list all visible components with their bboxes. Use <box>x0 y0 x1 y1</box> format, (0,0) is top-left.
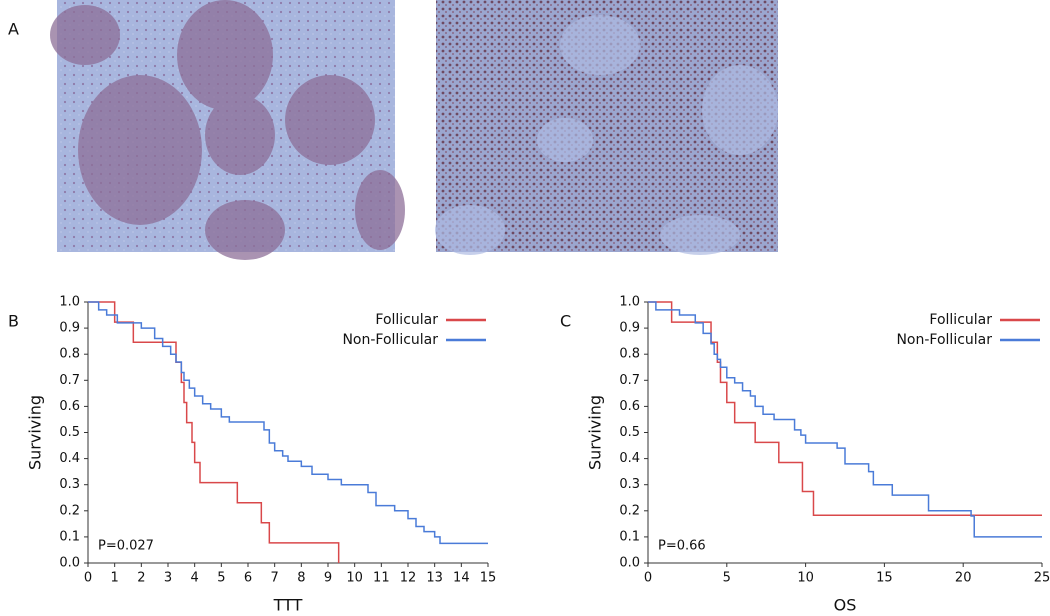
x-tick-label: 8 <box>297 571 305 586</box>
y-tick-label: 0.4 <box>619 451 640 466</box>
x-tick-label: 2 <box>137 571 145 586</box>
x-tick-label: 5 <box>723 571 731 586</box>
x-tick-label: 1 <box>111 571 119 586</box>
survival-curve <box>88 301 340 563</box>
x-tick-label: 5 <box>217 571 225 586</box>
y-axis-label: Surviving <box>26 395 45 470</box>
y-tick-label: 1.0 <box>619 295 640 310</box>
legend-label: Follicular <box>375 312 438 328</box>
annotation: P=0.66 <box>658 539 706 554</box>
y-tick-label: 0.3 <box>59 477 80 492</box>
x-tick-label: 14 <box>453 571 470 586</box>
x-axis-label: TTT <box>273 596 303 615</box>
x-tick-label: 0 <box>644 571 652 586</box>
y-tick-label: 0.0 <box>59 556 80 571</box>
panel-label: B <box>8 312 19 331</box>
x-tick-label: 13 <box>426 571 443 586</box>
y-tick-label: 0.3 <box>619 477 640 492</box>
panel-label: A <box>8 20 19 39</box>
y-tick-label: 0.2 <box>59 503 80 518</box>
y-tick-label: 0.4 <box>59 451 80 466</box>
legend-label: Follicular <box>929 312 992 328</box>
y-tick-label: 0.7 <box>59 373 80 388</box>
x-tick-label: 20 <box>955 571 972 586</box>
y-tick-label: 0.5 <box>59 425 80 440</box>
y-tick-label: 1.0 <box>59 295 80 310</box>
survival-curve <box>648 301 1042 538</box>
x-tick-label: 15 <box>480 571 497 586</box>
x-tick-label: 4 <box>191 571 199 586</box>
y-tick-label: 0.8 <box>59 347 80 362</box>
x-tick-label: 25 <box>1034 571 1050 586</box>
y-tick-label: 0.9 <box>619 321 640 336</box>
x-axis-label: OS <box>834 596 857 615</box>
x-tick-label: 11 <box>373 571 390 586</box>
micrograph-right <box>435 0 778 255</box>
x-tick-label: 9 <box>324 571 332 586</box>
y-tick-label: 0.6 <box>59 399 80 414</box>
survival-curve <box>88 301 488 545</box>
y-axis-label: Surviving <box>586 395 605 470</box>
y-tick-label: 0.1 <box>59 529 80 544</box>
y-tick-label: 0.2 <box>619 503 640 518</box>
x-tick-label: 6 <box>244 571 252 586</box>
x-tick-label: 15 <box>876 571 893 586</box>
x-tick-label: 10 <box>797 571 814 586</box>
survival-curve <box>648 301 1042 516</box>
y-tick-label: 0.9 <box>59 321 80 336</box>
y-tick-label: 0.6 <box>619 399 640 414</box>
y-tick-label: 0.1 <box>619 529 640 544</box>
x-tick-label: 12 <box>400 571 417 586</box>
panel-label: C <box>560 312 571 331</box>
annotation: P=0.027 <box>98 539 154 554</box>
y-tick-label: 0.5 <box>619 425 640 440</box>
legend-label: Non-Follicular <box>342 332 438 348</box>
micrograph-left <box>50 0 405 260</box>
y-tick-label: 0.8 <box>619 347 640 362</box>
x-tick-label: 10 <box>346 571 363 586</box>
x-tick-label: 0 <box>84 571 92 586</box>
x-tick-label: 7 <box>271 571 279 586</box>
y-tick-label: 0.7 <box>619 373 640 388</box>
legend-label: Non-Follicular <box>896 332 992 348</box>
y-tick-label: 0.0 <box>619 556 640 571</box>
x-tick-label: 3 <box>164 571 172 586</box>
